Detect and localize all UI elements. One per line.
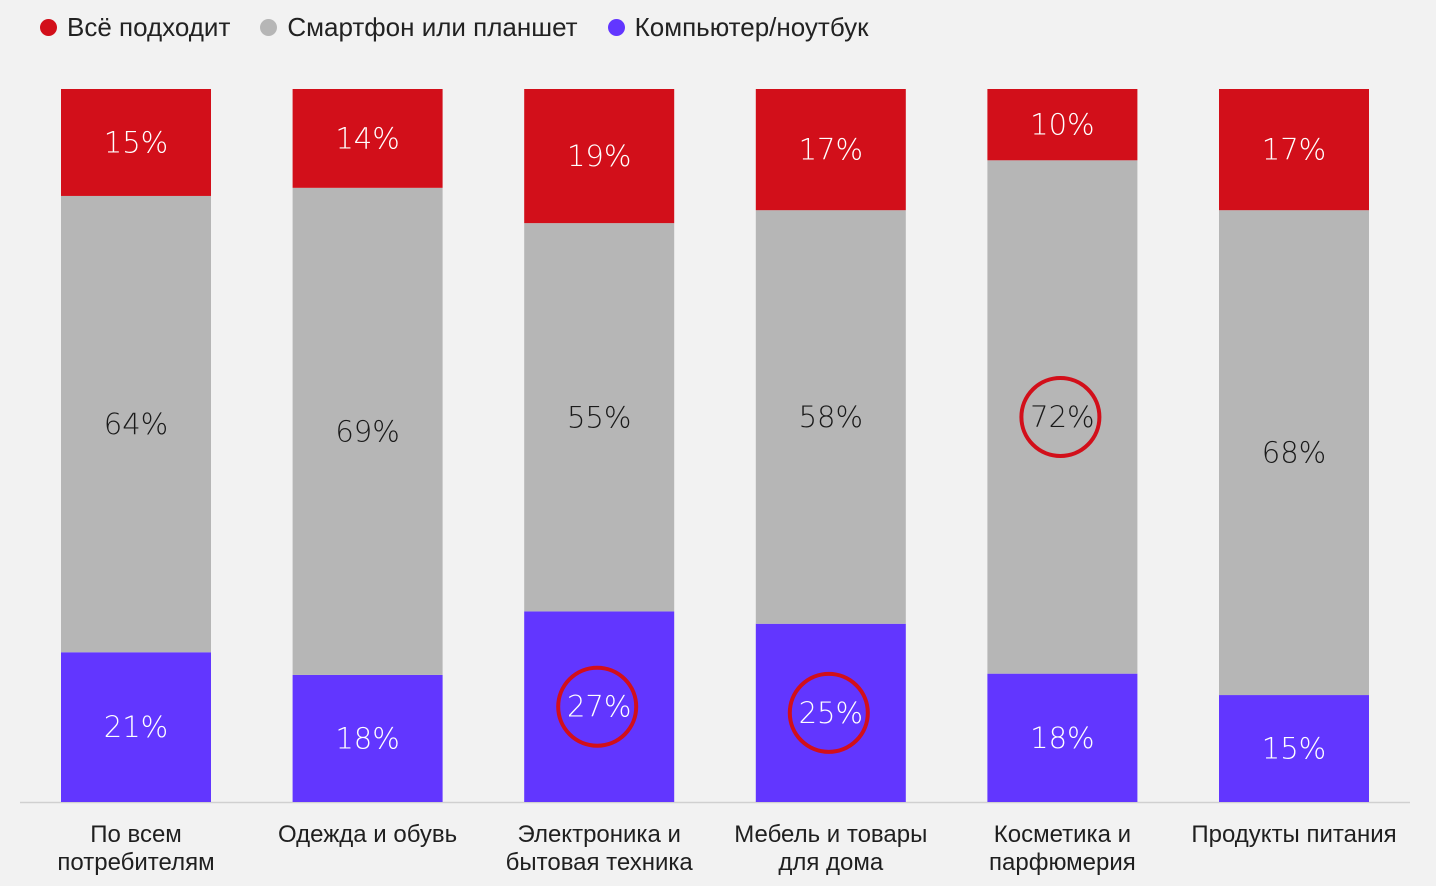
data-label: 14%: [335, 121, 399, 155]
data-label: 27%: [567, 690, 631, 724]
data-label: 17%: [799, 133, 863, 167]
data-label: 68%: [1262, 436, 1326, 470]
legend-swatch-all: [40, 19, 57, 36]
bar-segment: [61, 89, 211, 196]
legend-item-computer: Компьютер/ноутбук: [607, 12, 869, 43]
bar-segment: [1219, 695, 1369, 802]
bar-segment: [1219, 210, 1369, 696]
highlight-circle: [556, 665, 639, 748]
data-label: 55%: [567, 400, 631, 434]
chart-legend: Всё подходит Смартфон или планшет Компью…: [40, 12, 869, 43]
data-label: 58%: [799, 400, 863, 434]
legend-item-smartphone: Смартфон или планшет: [260, 12, 578, 43]
bar-segment: [987, 673, 1138, 802]
data-label: 25%: [799, 696, 863, 730]
data-label: 64%: [104, 407, 168, 441]
data-label: 21%: [104, 710, 168, 744]
bar-segment: [1219, 89, 1369, 211]
bar-segment: [755, 210, 906, 624]
bar-segment: [61, 195, 211, 653]
bar-segment: [755, 89, 906, 211]
highlight-circle: [1019, 375, 1102, 458]
bar-segment: [292, 187, 443, 675]
legend-item-all: Всё подходит: [40, 12, 230, 43]
data-label: 15%: [104, 125, 168, 159]
bar-segment: [524, 611, 675, 802]
bar-segment: [61, 652, 211, 802]
data-label: 18%: [335, 721, 399, 755]
category-label: По всем потребителям: [57, 821, 214, 876]
category-label: Мебель и товары для дома: [734, 821, 927, 876]
bar-segment: [987, 160, 1138, 674]
category-label: Продукты питания: [1191, 821, 1396, 848]
category-label: Электроника и бытовая техника: [506, 821, 694, 876]
bar-segment: [524, 89, 675, 224]
category-label: Косметика и парфюмерия: [989, 821, 1136, 876]
bar-segment: [292, 674, 443, 802]
bar-segment: [292, 89, 443, 188]
legend-label-smartphone: Смартфон или планшет: [287, 12, 578, 42]
highlight-circle: [787, 671, 870, 754]
bar-segment: [524, 223, 675, 612]
data-label: 72%: [1030, 400, 1094, 434]
data-label: 15%: [1262, 732, 1326, 766]
bar-segment: [987, 89, 1138, 161]
legend-swatch-smartphone: [260, 19, 278, 36]
bar-segment: [755, 623, 906, 802]
legend-label-all: Всё подходит: [67, 12, 231, 42]
data-label: 10%: [1030, 108, 1094, 142]
data-label: 19%: [567, 139, 631, 173]
legend-label-computer: Компьютер/ноутбук: [634, 12, 869, 42]
category-label: Одежда и обувь: [278, 821, 457, 848]
data-label: 17%: [1262, 133, 1326, 167]
data-label: 69%: [335, 414, 399, 448]
legend-swatch-computer: [607, 19, 625, 36]
data-label: 18%: [1030, 721, 1094, 755]
